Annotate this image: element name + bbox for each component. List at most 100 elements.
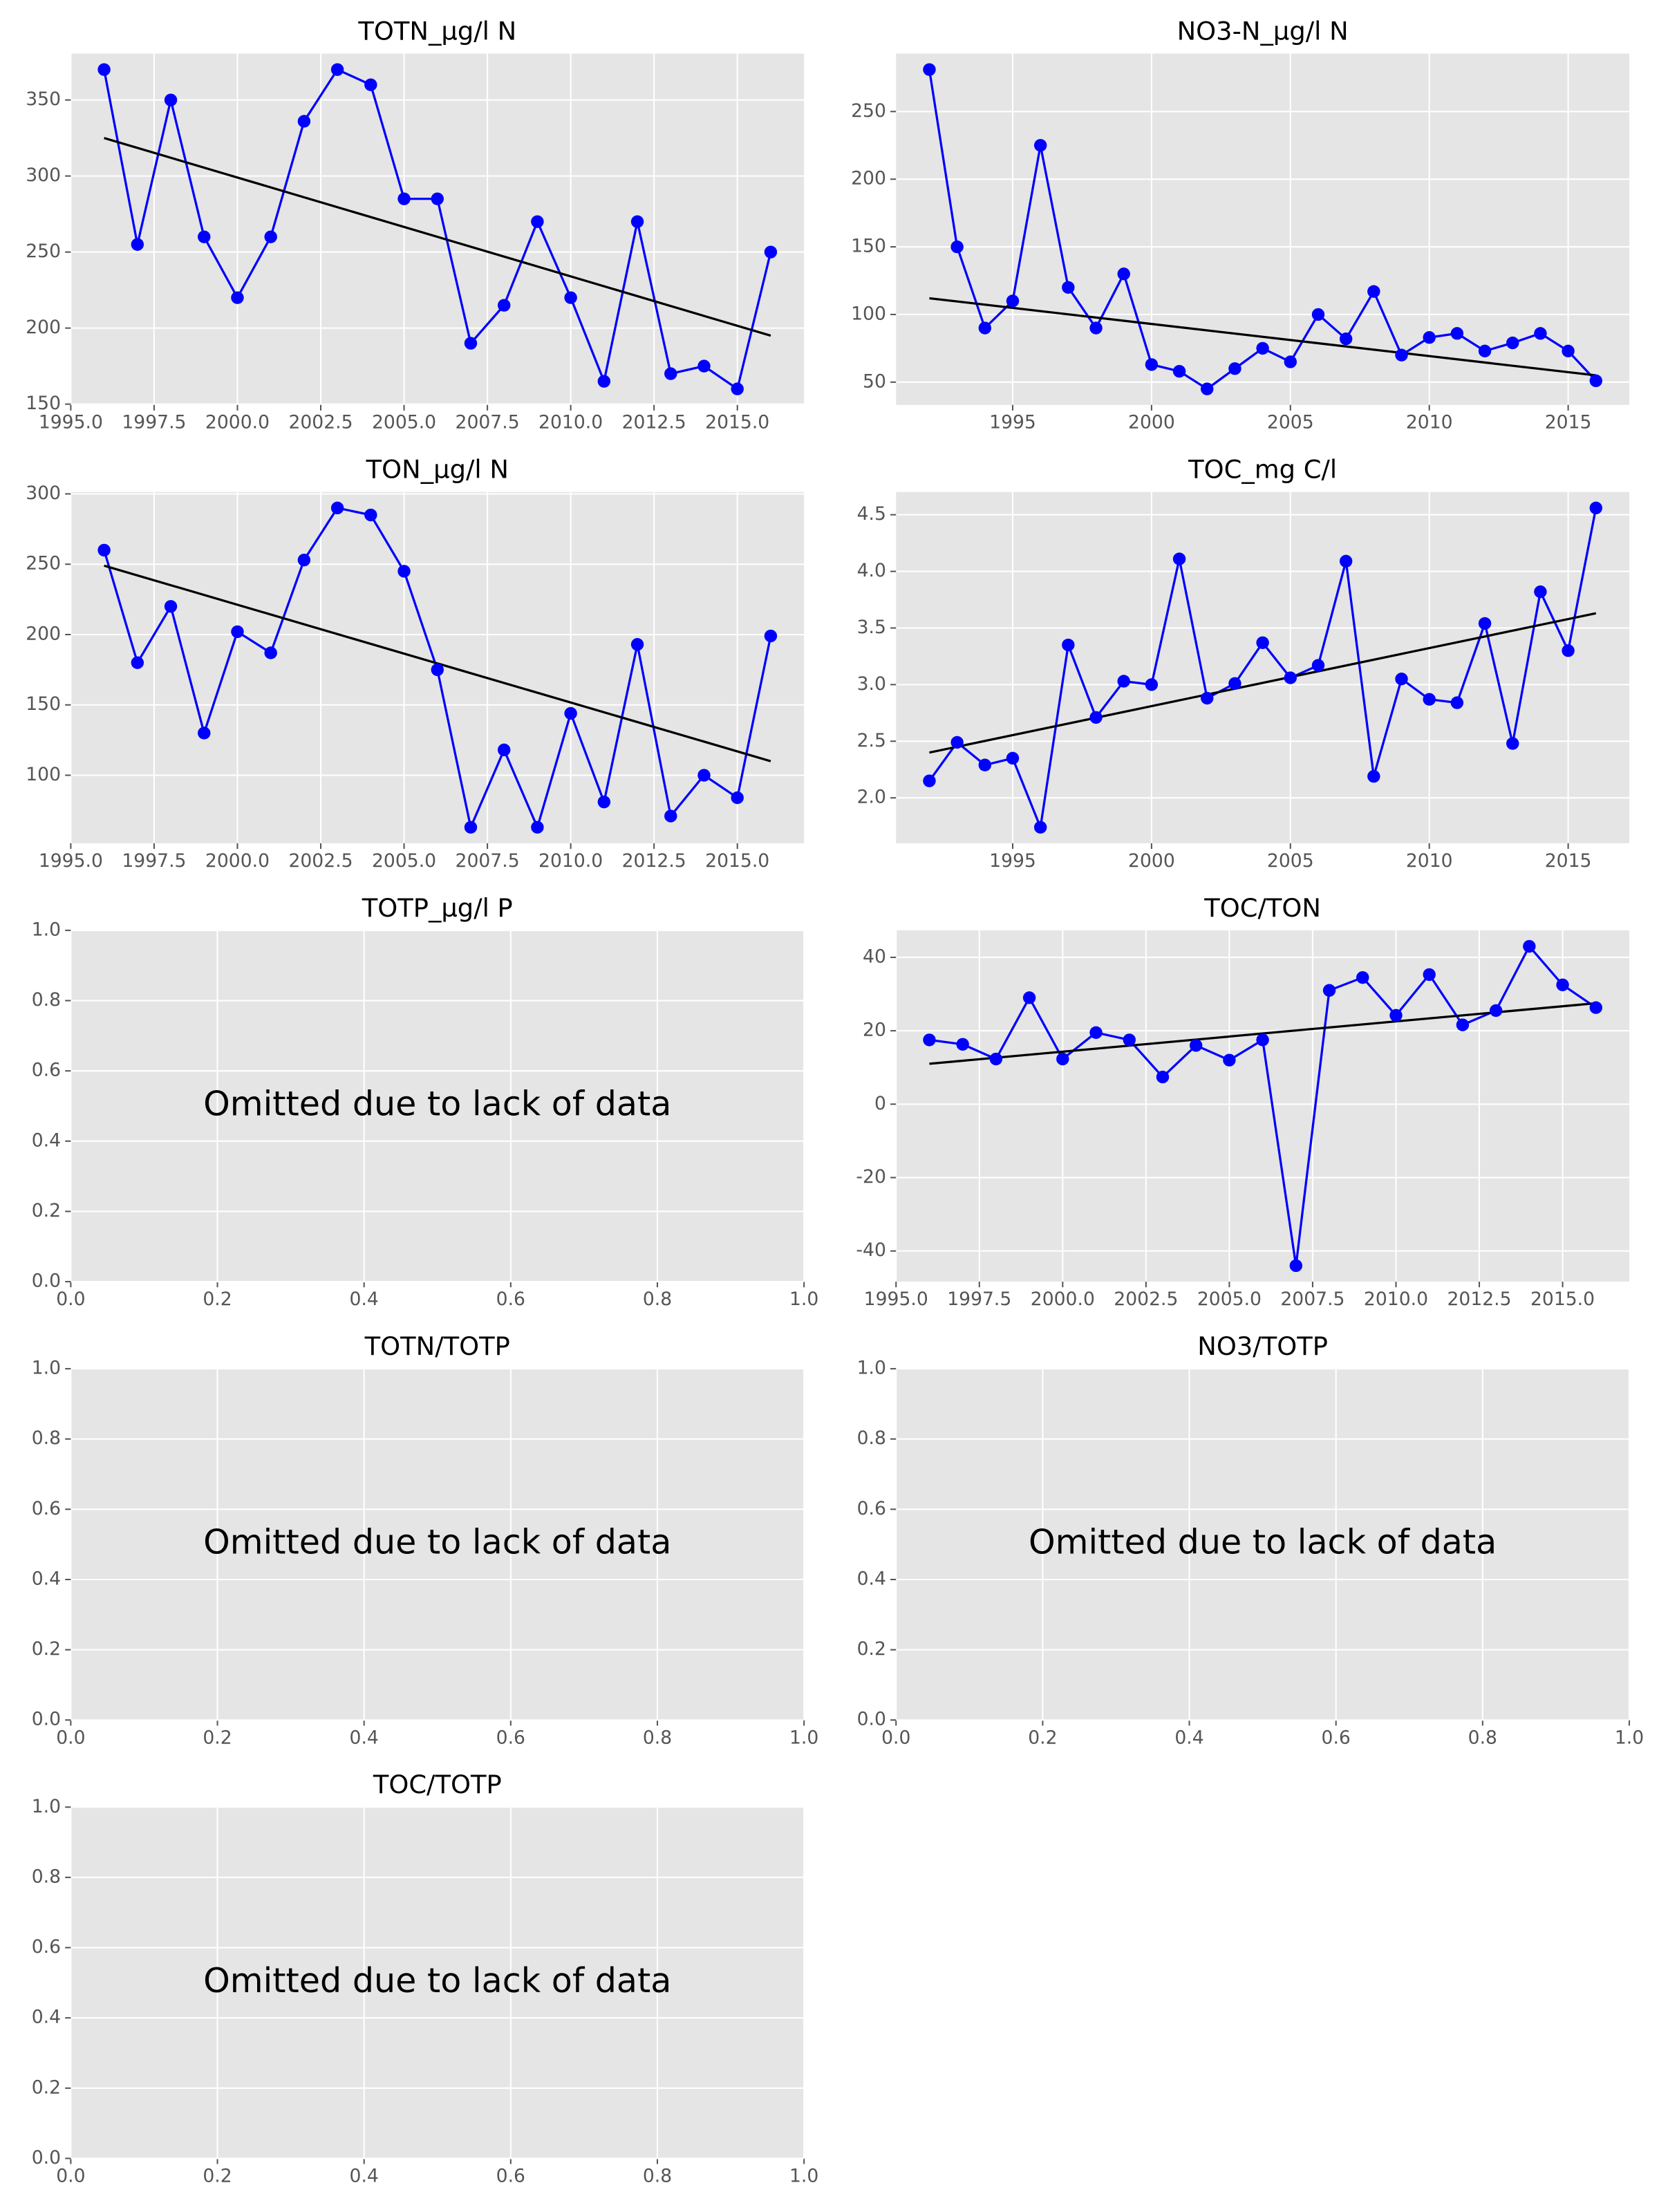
subplot: TOTP_µg/l P 0.0 0.2 0.4 0.6 0.8 1.0 0.0 0.2 0.4 0.… bbox=[32, 893, 819, 1310]
data-point bbox=[1022, 991, 1036, 1004]
data-point bbox=[1450, 327, 1464, 340]
annotation: Omitted due to lack of data bbox=[203, 1084, 671, 1124]
data-point bbox=[1423, 331, 1436, 344]
data-point bbox=[1117, 675, 1130, 688]
y-tick-label: 4.0 bbox=[857, 560, 886, 581]
data-point bbox=[731, 382, 744, 395]
data-point bbox=[664, 367, 677, 380]
data-point bbox=[131, 656, 144, 669]
data-point bbox=[630, 638, 644, 651]
x-tick-label: 2000.0 bbox=[205, 412, 270, 433]
data-point bbox=[1506, 737, 1519, 750]
chart-title: TOTN/TOTP bbox=[364, 1331, 510, 1361]
data-point bbox=[397, 565, 411, 578]
data-point bbox=[464, 821, 478, 834]
data-point bbox=[950, 735, 964, 749]
data-point bbox=[1489, 1004, 1503, 1018]
data-point bbox=[297, 115, 311, 128]
x-tick-label: 0.4 bbox=[350, 1288, 379, 1310]
x-tick-label: 2010.0 bbox=[1364, 1288, 1428, 1310]
x-tick-label: 0.4 bbox=[1174, 1727, 1203, 1748]
data-point bbox=[97, 63, 111, 76]
y-tick-label: 2.5 bbox=[857, 730, 886, 751]
data-point bbox=[1562, 344, 1575, 357]
data-point bbox=[1589, 374, 1602, 388]
data-point bbox=[464, 337, 478, 350]
x-tick-label: 2000.0 bbox=[205, 850, 270, 872]
plot-area bbox=[71, 53, 805, 405]
data-point bbox=[1189, 1039, 1203, 1052]
x-tick-label: 0.4 bbox=[350, 2166, 379, 2187]
data-point bbox=[330, 63, 344, 76]
x-tick-label: 1995.0 bbox=[864, 1288, 928, 1310]
data-point bbox=[1284, 671, 1297, 684]
x-tick-label: 1995.0 bbox=[39, 850, 103, 872]
data-point bbox=[1201, 382, 1214, 395]
x-tick-label: 0.0 bbox=[56, 1288, 85, 1310]
x-tick-label: 2010 bbox=[1406, 412, 1453, 433]
y-tick-label: 0.0 bbox=[32, 1271, 61, 1292]
y-tick-label: 3.0 bbox=[857, 673, 886, 695]
data-point bbox=[697, 359, 711, 373]
x-tick-label: 2010.0 bbox=[538, 412, 603, 433]
x-tick-label: 1997.5 bbox=[947, 1288, 1011, 1310]
plot-area bbox=[896, 491, 1629, 843]
y-tick-label: 3.5 bbox=[857, 617, 886, 638]
x-tick-label: 2005.0 bbox=[372, 412, 436, 433]
y-tick-label: -40 bbox=[856, 1239, 885, 1261]
x-tick-label: 0.6 bbox=[1322, 1727, 1351, 1748]
trend-line bbox=[929, 297, 1596, 377]
data-point bbox=[956, 1038, 969, 1051]
x-tick-label: 2012.5 bbox=[1447, 1288, 1511, 1310]
data-point bbox=[1172, 364, 1186, 378]
data-point bbox=[1123, 1033, 1136, 1047]
x-tick-label: 0.0 bbox=[881, 1727, 910, 1748]
y-tick-label: 1.0 bbox=[32, 1358, 61, 1379]
data-point bbox=[1589, 501, 1602, 515]
x-tick-label: 1997.5 bbox=[122, 412, 186, 433]
data-point bbox=[564, 291, 577, 304]
data-point bbox=[764, 245, 778, 259]
x-tick-label: 2002.5 bbox=[288, 850, 353, 872]
data-point bbox=[597, 375, 611, 388]
y-tick-label: 150 bbox=[851, 236, 886, 257]
data-point bbox=[97, 543, 111, 557]
data-point bbox=[1033, 139, 1047, 152]
y-tick-label: 0.2 bbox=[857, 1638, 886, 1660]
x-tick-label: 2007.5 bbox=[1280, 1288, 1344, 1310]
y-tick-label: 0.2 bbox=[32, 1638, 61, 1660]
data-point bbox=[1089, 321, 1103, 335]
data-point bbox=[1589, 1001, 1602, 1014]
plot-area bbox=[71, 1807, 805, 2159]
plot-area bbox=[71, 930, 805, 1282]
data-point bbox=[1339, 554, 1353, 568]
data-point bbox=[923, 1033, 936, 1047]
data-point bbox=[1339, 332, 1353, 346]
data-point bbox=[764, 629, 778, 643]
x-tick-label: 1.0 bbox=[1615, 1727, 1644, 1748]
y-tick-label: 350 bbox=[26, 88, 61, 110]
plot-area bbox=[896, 930, 1629, 1282]
data-point bbox=[1506, 336, 1519, 350]
x-tick-label: 2015 bbox=[1545, 850, 1592, 872]
x-tick-label: 2005 bbox=[1267, 850, 1314, 872]
x-tick-label: 2015.0 bbox=[705, 850, 769, 872]
data-point bbox=[231, 291, 244, 304]
x-tick-label: 1995 bbox=[989, 412, 1036, 433]
data-point bbox=[1033, 821, 1047, 834]
data-point bbox=[1145, 678, 1159, 691]
x-tick-label: 0.0 bbox=[56, 1727, 85, 1748]
x-tick-label: 0.6 bbox=[496, 1288, 525, 1310]
data-point bbox=[1367, 285, 1380, 298]
x-tick-label: 2010.0 bbox=[538, 850, 603, 872]
data-point bbox=[1062, 281, 1075, 294]
data-point bbox=[1256, 341, 1269, 355]
y-tick-label: 250 bbox=[851, 100, 886, 122]
y-tick-label: 2.0 bbox=[857, 787, 886, 808]
data-point bbox=[664, 809, 677, 823]
data-point bbox=[1534, 585, 1547, 599]
y-tick-label: 0.6 bbox=[32, 1498, 61, 1519]
x-tick-label: 1.0 bbox=[789, 1727, 818, 1748]
x-tick-label: 2012.5 bbox=[622, 412, 686, 433]
